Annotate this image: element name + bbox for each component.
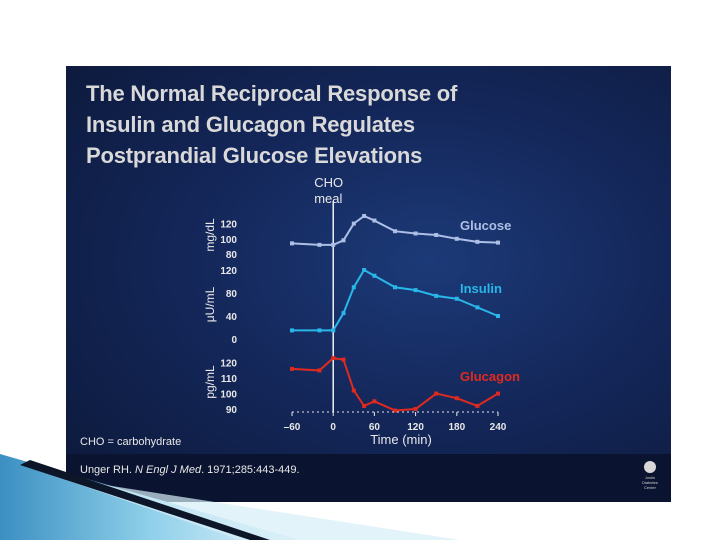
data-point bbox=[454, 396, 459, 401]
x-tick-label: 120 bbox=[407, 422, 424, 433]
data-point bbox=[290, 328, 294, 333]
swoosh-light bbox=[60, 478, 460, 540]
y-axis-label: mg/dL bbox=[203, 218, 217, 252]
data-point bbox=[290, 366, 294, 371]
data-point bbox=[393, 408, 397, 413]
citation-details: . 1971;285:443-449. bbox=[201, 464, 300, 476]
y-tick-label: 100 bbox=[220, 235, 237, 246]
data-point bbox=[475, 403, 480, 408]
data-point bbox=[413, 231, 418, 236]
data-point bbox=[362, 214, 367, 218]
logo-text: Joslin Diabetes Center bbox=[642, 475, 658, 490]
series-label-glucagon: Glucagon bbox=[460, 369, 520, 384]
data-point bbox=[331, 242, 336, 247]
logo-mark-icon bbox=[644, 461, 656, 473]
data-point bbox=[496, 391, 500, 396]
citation-journal: N Engl J Med bbox=[135, 464, 202, 476]
series-line-glucagon bbox=[291, 357, 499, 412]
y-tick-label: 40 bbox=[226, 312, 238, 323]
series-label-insulin: Insulin bbox=[460, 281, 502, 296]
decorative-swoosh bbox=[0, 454, 460, 540]
citation-bar: Unger RH. N Engl J Med. 1971;285:443-449… bbox=[66, 454, 671, 502]
data-point bbox=[362, 403, 367, 408]
data-point bbox=[393, 285, 397, 290]
citation: Unger RH. N Engl J Med. 1971;285:443-449… bbox=[80, 464, 300, 476]
data-point bbox=[351, 285, 356, 290]
slide-title: The Normal Reciprocal Response of Insuli… bbox=[86, 81, 458, 168]
slide-panel: The Normal Reciprocal Response of Insuli… bbox=[66, 66, 671, 502]
citation-author: Unger RH. bbox=[80, 464, 136, 476]
y-tick-label: 90 bbox=[226, 405, 238, 416]
y-tick-label: 0 bbox=[231, 335, 237, 346]
footnote: CHO = carbohydrate bbox=[80, 436, 182, 448]
data-point bbox=[454, 236, 459, 241]
data-point bbox=[331, 356, 336, 361]
data-point bbox=[351, 388, 356, 393]
y-tick-label: 80 bbox=[226, 289, 238, 300]
y-tick-label: 80 bbox=[226, 250, 238, 261]
data-point bbox=[372, 399, 377, 404]
y-axis-label: μU/mL bbox=[203, 286, 217, 322]
series-line-insulin bbox=[292, 268, 499, 332]
x-tick-label: 0 bbox=[330, 422, 336, 433]
data-point bbox=[372, 218, 377, 223]
x-tick-label: 240 bbox=[490, 422, 507, 433]
data-point bbox=[475, 239, 480, 244]
data-point bbox=[393, 229, 397, 234]
y-tick-label: 100 bbox=[220, 390, 237, 401]
y-axis-label: pg/mL bbox=[203, 365, 217, 399]
data-point bbox=[362, 268, 367, 272]
data-point bbox=[454, 296, 459, 301]
data-point bbox=[341, 238, 346, 243]
meal-marker-label: meal bbox=[314, 191, 342, 206]
data-point bbox=[434, 391, 439, 396]
swoosh-dark bbox=[20, 460, 270, 540]
series-label-glucose: Glucose bbox=[460, 218, 511, 233]
y-tick-label: 120 bbox=[220, 266, 237, 277]
data-point bbox=[331, 328, 336, 333]
x-tick-label: –60 bbox=[284, 422, 301, 433]
data-point bbox=[341, 357, 346, 362]
data-point bbox=[496, 240, 500, 245]
x-axis-label: Time (min) bbox=[370, 432, 432, 447]
data-point bbox=[413, 407, 418, 411]
y-tick-label: 110 bbox=[221, 374, 238, 385]
data-point bbox=[317, 242, 322, 247]
data-point bbox=[317, 368, 322, 373]
data-point bbox=[413, 288, 418, 293]
data-point bbox=[317, 328, 322, 333]
data-point bbox=[290, 241, 294, 246]
data-point bbox=[434, 293, 439, 298]
meal-marker-label: CHO bbox=[314, 175, 343, 190]
data-point bbox=[475, 305, 480, 310]
data-point bbox=[351, 221, 356, 226]
data-point bbox=[372, 273, 377, 278]
data-point bbox=[496, 314, 500, 318]
data-point bbox=[341, 311, 346, 316]
y-tick-label: 120 bbox=[220, 220, 237, 231]
y-tick-label: 120 bbox=[220, 359, 237, 370]
x-tick-label: 60 bbox=[369, 422, 381, 433]
data-point bbox=[434, 233, 439, 237]
joslin-logo: Joslin Diabetes Center bbox=[637, 461, 663, 490]
x-tick-label: 180 bbox=[448, 422, 465, 433]
